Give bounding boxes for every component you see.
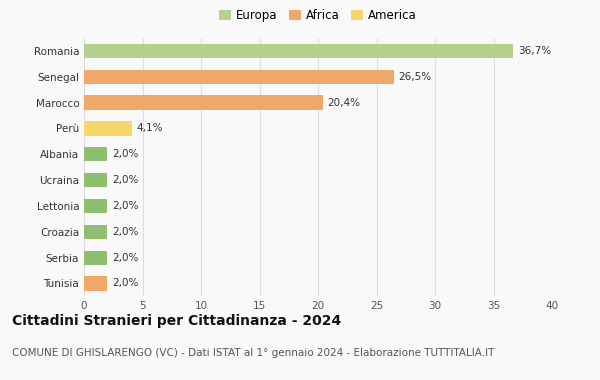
- Bar: [84, 276, 107, 291]
- Text: COMUNE DI GHISLARENGO (VC) - Dati ISTAT al 1° gennaio 2024 - Elaborazione TUTTIT: COMUNE DI GHISLARENGO (VC) - Dati ISTAT …: [12, 348, 494, 358]
- Text: 26,5%: 26,5%: [399, 72, 432, 82]
- Text: 2,0%: 2,0%: [112, 149, 139, 159]
- Bar: [84, 250, 107, 265]
- Bar: [84, 121, 132, 136]
- Bar: [84, 95, 323, 110]
- Text: 2,0%: 2,0%: [112, 201, 139, 211]
- Bar: [84, 147, 107, 162]
- Legend: Europa, Africa, America: Europa, Africa, America: [215, 5, 421, 27]
- Bar: [84, 199, 107, 213]
- Bar: [84, 44, 514, 58]
- Text: Cittadini Stranieri per Cittadinanza - 2024: Cittadini Stranieri per Cittadinanza - 2…: [12, 314, 341, 328]
- Bar: [84, 225, 107, 239]
- Bar: [84, 173, 107, 187]
- Bar: [84, 70, 394, 84]
- Text: 2,0%: 2,0%: [112, 175, 139, 185]
- Text: 36,7%: 36,7%: [518, 46, 551, 56]
- Text: 4,1%: 4,1%: [137, 124, 163, 133]
- Text: 20,4%: 20,4%: [328, 98, 361, 108]
- Text: 2,0%: 2,0%: [112, 227, 139, 237]
- Text: 2,0%: 2,0%: [112, 253, 139, 263]
- Text: 2,0%: 2,0%: [112, 279, 139, 288]
